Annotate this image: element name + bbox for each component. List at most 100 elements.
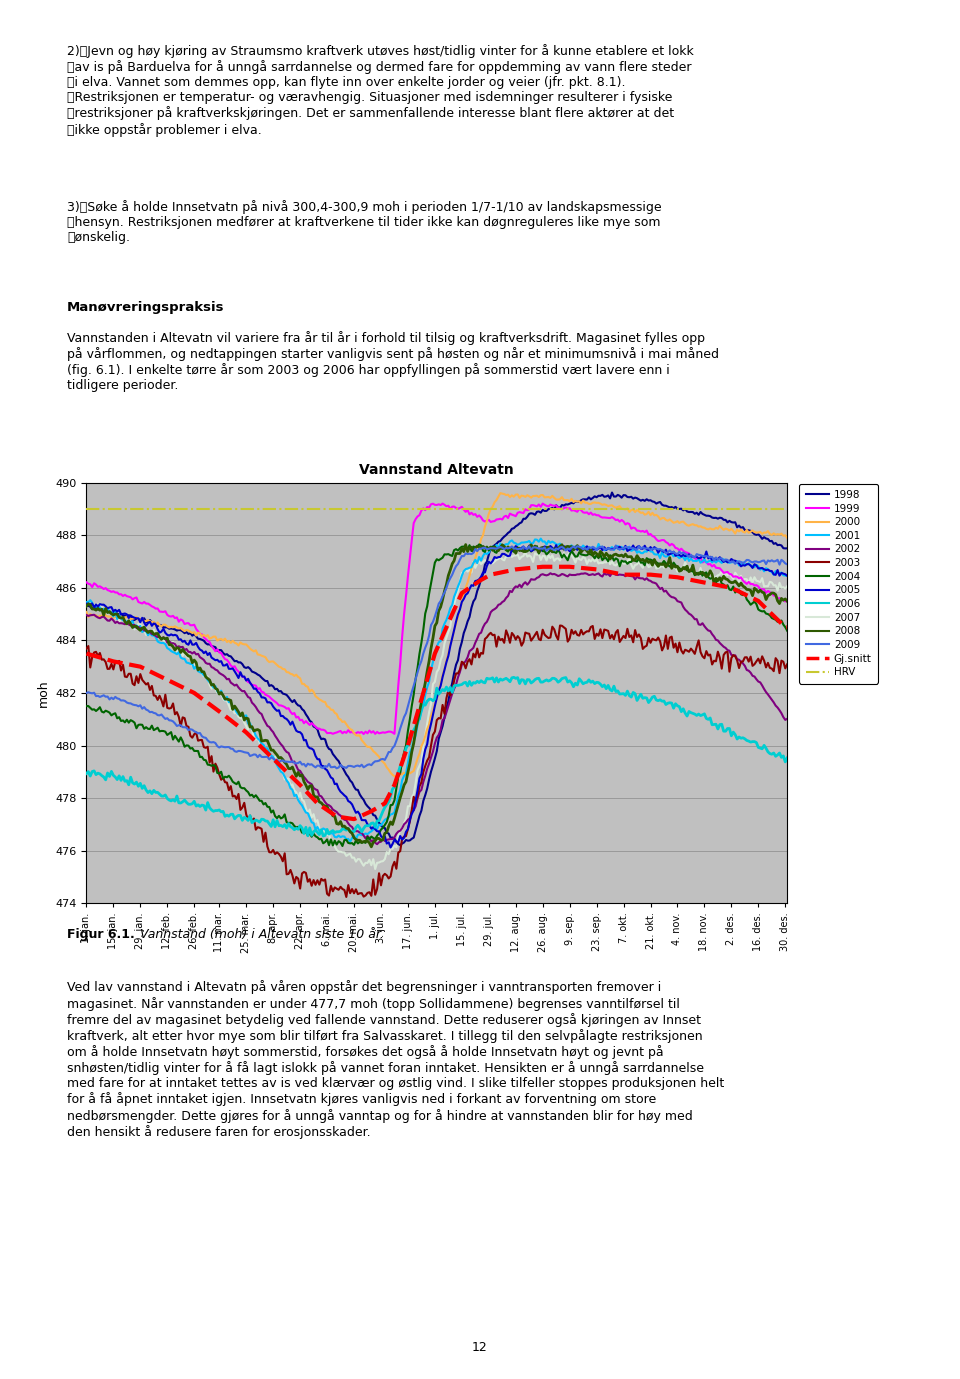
2007 — [81, 596, 92, 612]
2008 — [366, 838, 377, 855]
Legend: 1998, 1999, 2000, 2001, 2002, 2003, 2004, 2005, 2006, 2007, 2008, 2009, Gj.snitt: 1998, 1999, 2000, 2001, 2002, 2003, 2004… — [800, 484, 877, 684]
2002 — [607, 564, 618, 581]
2000 — [360, 736, 372, 753]
2009 — [274, 754, 285, 771]
2008 — [460, 536, 471, 553]
2004 — [781, 622, 793, 638]
2009 — [685, 546, 697, 563]
Gj.snitt — [685, 572, 697, 589]
2002 — [228, 677, 240, 694]
Gj.snitt — [366, 803, 377, 819]
2004 — [753, 601, 764, 618]
Line: 2002: 2002 — [86, 572, 787, 844]
2004 — [337, 837, 348, 854]
Text: Figur 6.1.: Figur 6.1. — [67, 928, 135, 940]
2004 — [473, 536, 485, 553]
2008 — [753, 583, 764, 600]
Line: 1999: 1999 — [86, 503, 787, 734]
2002 — [372, 836, 383, 852]
2008 — [781, 593, 793, 610]
1998 — [81, 597, 92, 614]
2006 — [508, 669, 519, 685]
2009 — [611, 538, 622, 554]
2007 — [274, 760, 285, 776]
2000 — [274, 658, 285, 674]
2001 — [228, 699, 240, 716]
2007 — [360, 855, 372, 872]
2005 — [360, 812, 372, 829]
Line: 2003: 2003 — [86, 626, 787, 896]
2002 — [753, 673, 764, 690]
2007 — [228, 705, 240, 721]
Text: Vannstanden i Altevatn vil variere fra år til år i forhold til tilsig og kraftve: Vannstanden i Altevatn vil variere fra å… — [67, 331, 719, 392]
Gj.snitt — [81, 645, 92, 662]
Line: 1998: 1998 — [86, 492, 787, 845]
2006 — [318, 827, 329, 844]
2007 — [364, 852, 375, 869]
2008 — [81, 598, 92, 615]
Line: Gj.snitt: Gj.snitt — [86, 567, 787, 819]
2005 — [781, 568, 793, 585]
1998 — [274, 683, 285, 699]
1998 — [607, 484, 618, 501]
Line: 2008: 2008 — [86, 545, 787, 847]
2002 — [364, 830, 375, 847]
2001 — [753, 558, 764, 575]
1999 — [274, 698, 285, 714]
2007 — [685, 558, 697, 575]
2007 — [519, 543, 531, 560]
2003 — [341, 888, 352, 905]
2004 — [228, 775, 240, 792]
2000 — [364, 739, 375, 756]
1999 — [362, 725, 373, 742]
1998 — [360, 796, 372, 812]
Gj.snitt — [274, 756, 285, 772]
Text: 2)	Jevn og høy kjøring av Straumsmo kraftverk utøves høst/tidlig vinter for å ku: 2) Jevn og høy kjøring av Straumsmo kraf… — [67, 44, 694, 137]
2000 — [753, 524, 764, 541]
2007 — [370, 860, 381, 877]
1999 — [781, 593, 793, 610]
2001 — [81, 594, 92, 611]
Line: 2006: 2006 — [86, 677, 787, 836]
2008 — [360, 833, 372, 849]
2003 — [781, 656, 793, 673]
Line: 2005: 2005 — [86, 545, 787, 848]
Line: 2007: 2007 — [86, 552, 787, 869]
2003 — [685, 640, 697, 656]
2003 — [753, 651, 764, 667]
2000 — [685, 517, 697, 534]
1999 — [366, 724, 377, 741]
1999 — [685, 547, 697, 564]
2001 — [366, 823, 377, 840]
2005 — [274, 702, 285, 718]
2002 — [685, 607, 697, 623]
Gj.snitt — [753, 593, 764, 610]
2004 — [685, 563, 697, 579]
2005 — [364, 816, 375, 833]
2002 — [81, 607, 92, 623]
Gj.snitt — [228, 716, 240, 732]
2009 — [81, 685, 92, 702]
2009 — [331, 760, 343, 776]
2001 — [685, 550, 697, 567]
2009 — [366, 757, 377, 774]
Title: Vannstand Altevatn: Vannstand Altevatn — [359, 463, 515, 477]
2004 — [366, 829, 377, 845]
2003 — [274, 845, 285, 862]
Text: Manøvreringspraksis: Manøvreringspraksis — [67, 301, 225, 313]
1998 — [781, 541, 793, 557]
2001 — [362, 826, 373, 843]
2005 — [685, 549, 697, 565]
2007 — [753, 572, 764, 589]
Line: 2004: 2004 — [86, 545, 787, 845]
2008 — [274, 750, 285, 767]
2003 — [228, 787, 240, 804]
2001 — [345, 833, 356, 849]
Gj.snitt — [781, 619, 793, 636]
2003 — [554, 618, 565, 634]
Text: 3)	Søke å holde Innsetvatn på nivå 300,4-300,9 moh i perioden 1/7-1/10 av landsk: 3) Søke å holde Innsetvatn på nivå 300,4… — [67, 200, 661, 244]
2006 — [362, 818, 373, 834]
Line: 2000: 2000 — [86, 494, 787, 776]
2000 — [494, 485, 506, 502]
2005 — [228, 663, 240, 680]
